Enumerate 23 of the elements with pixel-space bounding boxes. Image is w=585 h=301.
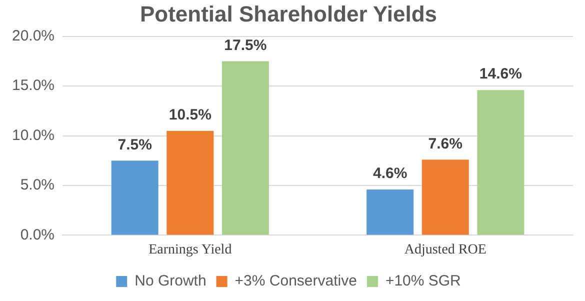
bar xyxy=(222,61,269,235)
bar xyxy=(111,160,158,235)
chart-title: Potential Shareholder Yields xyxy=(140,1,438,26)
data-label: 4.6% xyxy=(372,165,408,182)
legend-label: +3% Conservative xyxy=(234,272,357,290)
y-tick-label: 20.0% xyxy=(12,28,55,45)
data-label: 7.5% xyxy=(118,136,152,154)
x-tick-label: Earnings Yield xyxy=(148,242,232,258)
y-tick-label: 5.0% xyxy=(20,176,55,194)
data-label: 14.6% xyxy=(479,66,522,83)
bar xyxy=(477,90,524,235)
data-label: 10.5% xyxy=(168,106,212,124)
bar xyxy=(166,130,214,235)
y-tick-label: 15.0% xyxy=(12,77,55,94)
legend-label: No Growth xyxy=(134,272,206,290)
legend-label: +10% SGR xyxy=(385,272,462,290)
bar xyxy=(366,189,414,235)
data-label: 7.6% xyxy=(428,135,462,152)
bar xyxy=(422,160,469,235)
y-tick-label: 10.0% xyxy=(12,126,55,144)
x-tick-label: Adjusted ROE xyxy=(404,242,486,258)
y-tick-label: 0.0% xyxy=(20,226,55,244)
data-label: 17.5% xyxy=(224,36,267,54)
